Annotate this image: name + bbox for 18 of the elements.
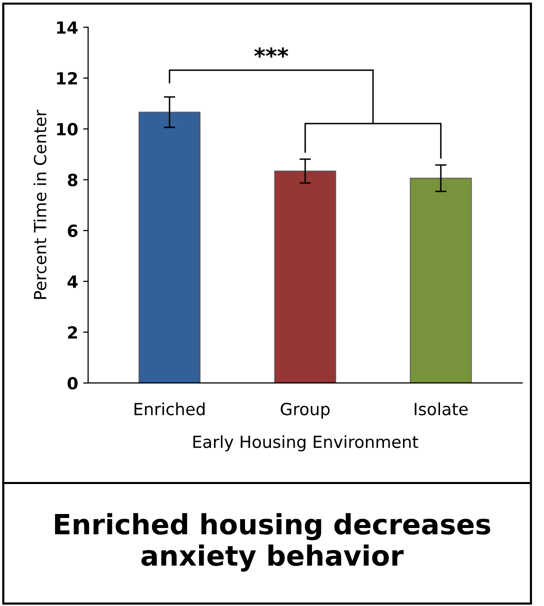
x-tick-label: Enriched	[134, 402, 205, 416]
y-tick-label: 2	[68, 326, 77, 339]
y-tick-label: 0	[68, 376, 78, 390]
y-tick-label: 6	[68, 224, 78, 238]
y-tick-label: 10	[57, 122, 78, 136]
bar	[274, 170, 336, 383]
bar	[410, 178, 472, 383]
x-tick-label: Group	[280, 402, 330, 419]
x-tick-label: Isolate	[414, 402, 468, 416]
y-tick-label: 8	[68, 174, 78, 186]
x-axis-title: Early Housing Environment	[193, 435, 418, 452]
text: Enriched housing decreases anxiety behavior	[55, 513, 490, 572]
annotation: ***	[254, 47, 288, 58]
y-tick-label: 14	[57, 21, 78, 34]
bar	[138, 112, 200, 383]
y-tick-label: 4	[68, 276, 78, 288]
y-axis-title: Percent Time in Center	[34, 110, 46, 299]
y-tick-label: 12	[57, 72, 77, 84]
